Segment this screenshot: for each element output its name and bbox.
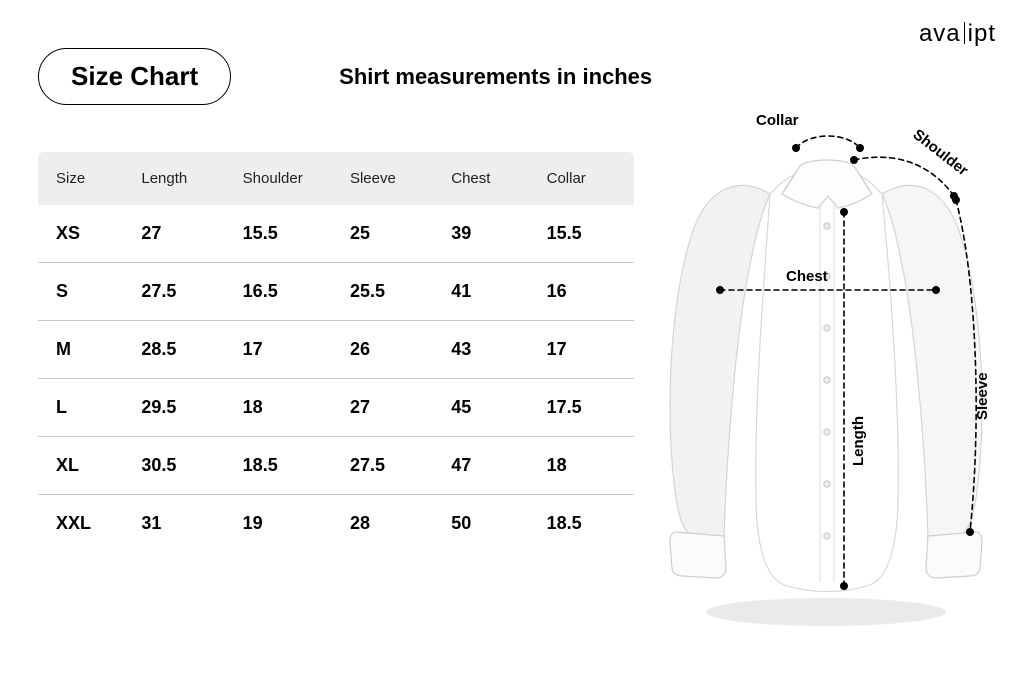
measurement-dot [840, 208, 848, 216]
table-cell: 17 [235, 321, 342, 379]
table-cell: 31 [133, 495, 234, 553]
table-cell: 25 [342, 205, 443, 263]
col-header: Sleeve [342, 152, 443, 205]
table-cell: 30.5 [133, 437, 234, 495]
table-cell: 29.5 [133, 379, 234, 437]
table-cell: 18 [539, 437, 634, 495]
table-cell: 27.5 [133, 263, 234, 321]
col-header: Shoulder [235, 152, 342, 205]
shirt-shape [670, 160, 982, 592]
table-cell: 18 [235, 379, 342, 437]
label-chest: Chest [786, 268, 828, 285]
size-table-wrap: SizeLengthShoulderSleeveChestCollar XS27… [38, 152, 634, 552]
label-length: Length [850, 416, 867, 466]
shirt-diagram: Collar Shoulder Chest Length Sleeve [650, 116, 998, 636]
header-row: Size Chart Shirt measurements in inches [38, 48, 652, 105]
size-table-body: XS2715.5253915.5S27.516.525.54116M28.517… [38, 205, 634, 552]
table-row: S27.516.525.54116 [38, 263, 634, 321]
table-cell: 28.5 [133, 321, 234, 379]
size-table: SizeLengthShoulderSleeveChestCollar XS27… [38, 152, 634, 552]
table-cell: 50 [443, 495, 538, 553]
size-table-head: SizeLengthShoulderSleeveChestCollar [38, 152, 634, 205]
label-collar: Collar [756, 112, 799, 129]
col-header: Chest [443, 152, 538, 205]
table-cell: 15.5 [235, 205, 342, 263]
table-cell: 16 [539, 263, 634, 321]
table-cell: 27.5 [342, 437, 443, 495]
table-cell: 26 [342, 321, 443, 379]
table-cell: 47 [443, 437, 538, 495]
table-cell: 15.5 [539, 205, 634, 263]
table-cell: 19 [235, 495, 342, 553]
table-cell: XS [38, 205, 133, 263]
table-row: XS2715.5253915.5 [38, 205, 634, 263]
table-cell: S [38, 263, 133, 321]
shirt-floor-shadow [706, 598, 946, 626]
table-cell: 45 [443, 379, 538, 437]
table-cell: 43 [443, 321, 538, 379]
measurement-dot [856, 144, 864, 152]
measurement-dot [932, 286, 940, 294]
page-subtitle: Shirt measurements in inches [339, 64, 652, 90]
measurement-dot [850, 156, 858, 164]
label-sleeve: Sleeve [974, 372, 991, 420]
measurement-dot [966, 528, 974, 536]
table-cell: L [38, 379, 133, 437]
table-cell: 27 [342, 379, 443, 437]
table-cell: 25.5 [342, 263, 443, 321]
table-cell: XXL [38, 495, 133, 553]
brand-right: ipt [968, 20, 996, 47]
table-cell: 18.5 [539, 495, 634, 553]
table-row: XXL3119285018.5 [38, 495, 634, 553]
measurement-dot [840, 582, 848, 590]
brand-logo: avaipt [919, 20, 996, 48]
brand-left: ava [919, 20, 961, 47]
page-title-pill: Size Chart [38, 48, 231, 105]
table-cell: M [38, 321, 133, 379]
table-row: L29.518274517.5 [38, 379, 634, 437]
table-cell: 28 [342, 495, 443, 553]
col-header: Collar [539, 152, 634, 205]
table-row: M28.517264317 [38, 321, 634, 379]
table-row: XL30.518.527.54718 [38, 437, 634, 495]
table-cell: 39 [443, 205, 538, 263]
table-cell: 27 [133, 205, 234, 263]
table-cell: 18.5 [235, 437, 342, 495]
table-cell: 17.5 [539, 379, 634, 437]
measurement-dot [716, 286, 724, 294]
col-header: Size [38, 152, 133, 205]
measurement-dot [952, 196, 960, 204]
table-cell: 17 [539, 321, 634, 379]
table-cell: 16.5 [235, 263, 342, 321]
table-cell: XL [38, 437, 133, 495]
col-header: Length [133, 152, 234, 205]
brand-divider [964, 22, 965, 44]
table-cell: 41 [443, 263, 538, 321]
measurement-dot [792, 144, 800, 152]
shirt-svg [650, 116, 998, 636]
